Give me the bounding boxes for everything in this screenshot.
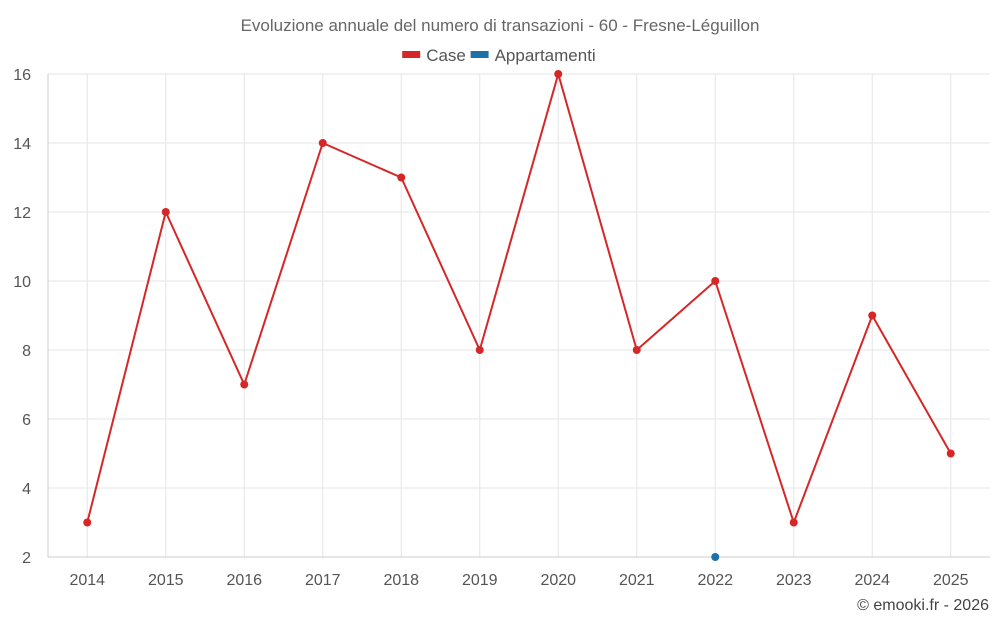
x-tick-label: 2025 bbox=[933, 572, 969, 589]
x-tick-label: 2018 bbox=[383, 572, 419, 589]
data-point bbox=[397, 173, 406, 182]
data-point bbox=[946, 449, 955, 458]
x-tick-label: 2020 bbox=[540, 572, 576, 589]
legend: Case Appartamenti bbox=[402, 46, 596, 65]
x-tick-label: 2016 bbox=[226, 572, 262, 589]
data-point bbox=[240, 380, 249, 389]
x-axis-ticks: 2014 2015 2016 2017 2018 2019 2020 2021 2022 2023… bbox=[69, 572, 968, 589]
x-tick-label: 2014 bbox=[69, 572, 105, 589]
credit-text: © emooki.fr - 2026 bbox=[857, 597, 989, 614]
x-tick-label: 2023 bbox=[776, 572, 812, 589]
y-tick-label: 8 bbox=[22, 343, 31, 360]
y-tick-label: 14 bbox=[13, 136, 31, 153]
chart-title: Evoluzione annuale del numero di transaz… bbox=[241, 16, 760, 35]
series-case bbox=[83, 70, 955, 527]
data-point bbox=[711, 277, 720, 285]
y-tick-label: 2 bbox=[22, 550, 31, 567]
data-point bbox=[868, 311, 877, 320]
grid bbox=[47, 73, 990, 558]
series-layer bbox=[83, 70, 955, 561]
legend-item: Case bbox=[402, 46, 466, 65]
x-tick-label: 2022 bbox=[697, 572, 733, 589]
y-tick-label: 16 bbox=[13, 67, 31, 84]
data-point bbox=[632, 346, 641, 354]
legend-label: Appartamenti bbox=[495, 46, 596, 65]
legend-swatch bbox=[470, 51, 489, 58]
data-point bbox=[789, 518, 798, 527]
x-tick-label: 2017 bbox=[305, 572, 341, 589]
legend-label: Case bbox=[426, 46, 466, 65]
data-point bbox=[711, 553, 720, 561]
data-point bbox=[83, 518, 92, 527]
series-line bbox=[86, 73, 952, 524]
data-point bbox=[318, 139, 327, 147]
data-point bbox=[475, 346, 484, 354]
x-tick-label: 2015 bbox=[148, 572, 184, 589]
legend-item: Appartamenti bbox=[470, 46, 596, 65]
data-point bbox=[161, 208, 170, 216]
y-tick-label: 12 bbox=[13, 205, 31, 222]
x-tick-label: 2019 bbox=[462, 572, 498, 589]
y-axis-ticks: 2 4 6 8 10 12 14 16 bbox=[13, 67, 31, 567]
x-tick-label: 2021 bbox=[619, 572, 655, 589]
y-tick-label: 4 bbox=[22, 481, 31, 498]
y-tick-label: 10 bbox=[13, 274, 31, 291]
y-tick-label: 6 bbox=[22, 412, 31, 429]
x-tick-label: 2024 bbox=[854, 572, 890, 589]
legend-swatch bbox=[402, 51, 421, 58]
data-point bbox=[554, 70, 563, 78]
series-appartamenti bbox=[711, 553, 720, 561]
